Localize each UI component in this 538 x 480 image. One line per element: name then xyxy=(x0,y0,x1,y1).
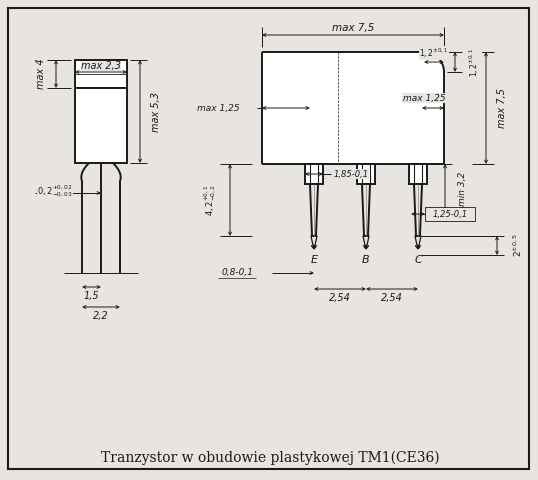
Text: max 5,3: max 5,3 xyxy=(151,92,161,132)
Text: max 2,3: max 2,3 xyxy=(81,61,121,71)
Text: max 1,25: max 1,25 xyxy=(197,104,240,112)
Text: max 1,25: max 1,25 xyxy=(402,94,445,103)
Text: $2^{\pm 0,5}$: $2^{\pm 0,5}$ xyxy=(512,234,525,257)
Text: 1,85-0,1: 1,85-0,1 xyxy=(334,169,369,179)
Bar xyxy=(75,60,127,88)
Text: Tranzystor w obudowie plastykowej TM1(CE36): Tranzystor w obudowie plastykowej TM1(CE… xyxy=(101,451,440,465)
Text: 1,25-0,1: 1,25-0,1 xyxy=(433,209,468,218)
Text: 2,54: 2,54 xyxy=(381,293,403,303)
Text: max 7,5: max 7,5 xyxy=(497,88,507,128)
Text: C: C xyxy=(414,255,422,265)
Bar xyxy=(357,164,375,184)
Text: max 7,5: max 7,5 xyxy=(332,23,374,33)
Text: E: E xyxy=(310,255,317,265)
Text: $0,2^{+0,02}_{-0,03}$: $0,2^{+0,02}_{-0,03}$ xyxy=(37,183,73,199)
Text: min 3,2: min 3,2 xyxy=(458,172,467,206)
Bar xyxy=(305,164,323,184)
Text: $4,2^{+0,1}_{-0,2}$: $4,2^{+0,1}_{-0,2}$ xyxy=(203,184,218,216)
Text: max 4: max 4 xyxy=(36,59,46,89)
Bar xyxy=(425,207,475,221)
Text: $1,2^{\pm 0,1}$: $1,2^{\pm 0,1}$ xyxy=(420,46,449,60)
Text: 2,54: 2,54 xyxy=(329,293,351,303)
Bar xyxy=(262,52,444,164)
Bar xyxy=(75,88,127,163)
Text: $1,2^{\pm 0,1}$: $1,2^{\pm 0,1}$ xyxy=(468,48,482,77)
Text: 0,8-0,1: 0,8-0,1 xyxy=(222,268,254,277)
Text: B: B xyxy=(362,255,370,265)
Text: 2,2: 2,2 xyxy=(93,311,109,321)
Bar xyxy=(409,164,427,184)
Text: 1,5: 1,5 xyxy=(84,291,100,301)
